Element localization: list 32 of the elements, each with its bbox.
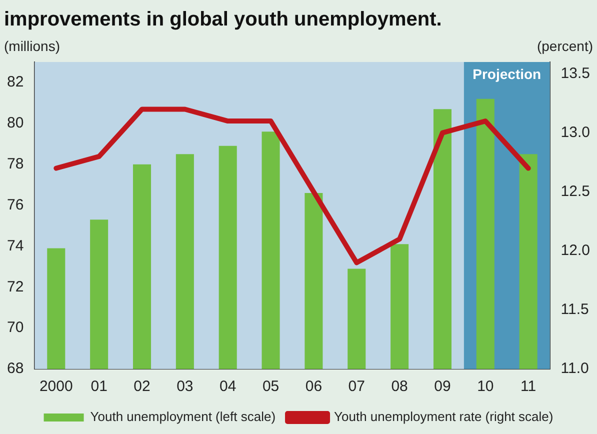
x-tick-label: 03	[176, 378, 194, 396]
y-tick-label: 78	[6, 155, 24, 172]
x-tick-label: 04	[220, 378, 236, 396]
y2-tick-label: 11.0	[560, 360, 589, 378]
y2-tick-label: 13.0	[560, 124, 590, 141]
x-tick-label: 08	[391, 378, 408, 396]
x-tick-label: 09	[434, 378, 451, 396]
y2-tick-label: 12.5	[560, 183, 590, 200]
x-tick-label: 07	[348, 378, 365, 396]
y-tick-label: 76	[6, 196, 24, 214]
y2-tick-label: 11.5	[560, 301, 589, 318]
y-tick-label: 80	[6, 114, 24, 132]
y-tick-label: 72	[6, 278, 24, 296]
band-label: Projection	[472, 66, 542, 82]
y2-axis-title: (percent)	[536, 38, 593, 54]
x-tick-label: 10	[477, 378, 494, 396]
x-tick-label: 2000	[39, 378, 73, 396]
y-tick-label: 74	[6, 237, 24, 254]
legend-label: Youth unemployment rate (right scale)	[334, 409, 554, 424]
x-tick-label: 05	[262, 378, 280, 396]
x-tick-label: 11	[520, 378, 536, 396]
y-tick-label: 82	[6, 74, 24, 91]
legend-label: Youth unemployment (left scale)	[90, 409, 276, 424]
chart-title: improvements in global youth unemployment.	[4, 8, 442, 31]
y-tick-label: 68	[6, 360, 24, 378]
y-tick-label: 70	[6, 319, 24, 336]
x-tick-label: 02	[134, 378, 150, 396]
y2-tick-label: 13.5	[560, 64, 590, 82]
y-axis-title: (millions)	[4, 38, 60, 54]
x-tick-label: 06	[305, 378, 322, 396]
y2-tick-label: 12.0	[560, 242, 590, 260]
x-tick-label: 01	[90, 378, 108, 396]
